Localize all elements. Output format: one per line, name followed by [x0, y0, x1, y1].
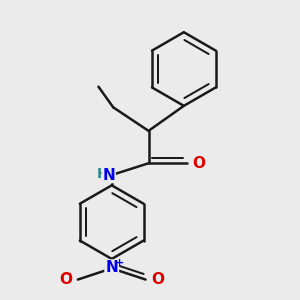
Text: H: H	[97, 167, 108, 181]
Text: N: N	[102, 167, 115, 182]
Text: O: O	[151, 272, 164, 287]
Text: O: O	[192, 156, 205, 171]
Text: N: N	[105, 260, 118, 275]
Text: O: O	[60, 272, 73, 287]
Text: −: −	[61, 268, 72, 281]
Text: +: +	[115, 258, 124, 268]
